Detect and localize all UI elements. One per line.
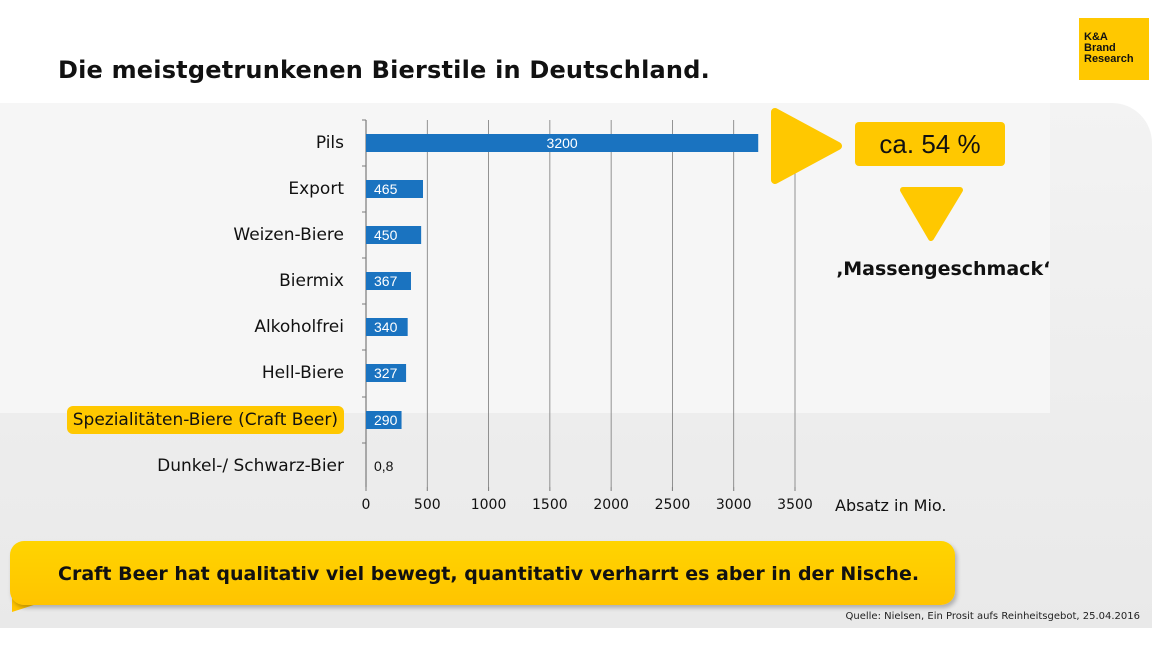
page-title: Die meistgetrunkenen Bierstile in Deutsc… — [58, 56, 710, 84]
bar-6 — [366, 411, 402, 429]
category-label: Alkoholfrei — [254, 317, 344, 337]
category-label: Weizen-Biere — [233, 225, 344, 245]
bar-data-label: 3200 — [547, 135, 578, 151]
arrow-right-icon — [771, 108, 842, 184]
conclusion-banner: Craft Beer hat qualitativ viel bewegt, q… — [10, 541, 955, 605]
logo-line-2: Brand — [1084, 42, 1116, 54]
bar-1 — [366, 180, 423, 198]
category-label: Spezialitäten-Biere (Craft Beer) — [66, 406, 344, 434]
banner-text: Craft Beer hat qualitativ viel bewegt, q… — [58, 563, 920, 585]
x-tick-label: 1500 — [532, 497, 568, 513]
bar-3 — [366, 272, 411, 290]
bar-2 — [366, 226, 422, 244]
source-note: Quelle: Nielsen, Ein Prosit aufs Reinhei… — [845, 611, 1140, 622]
bar-data-label: 327 — [374, 365, 398, 381]
x-tick-label: 2500 — [654, 497, 691, 513]
category-label: Dunkel-/ Schwarz-Bier — [157, 456, 344, 476]
bar-data-label: 340 — [374, 319, 398, 335]
bar-data-label: 367 — [374, 273, 398, 289]
category-label: Hell-Biere — [261, 363, 344, 383]
share-callout-badge: ca. 54 % — [855, 122, 1005, 166]
x-tick-label: 1000 — [470, 497, 507, 513]
x-tick-label: 500 — [413, 497, 441, 513]
x-tick-label: 2000 — [593, 497, 629, 513]
brand-logo: K&A Brand Research — [1079, 18, 1149, 80]
category-label: Export — [288, 179, 344, 199]
mass-taste-callout: ‚Massengeschmack‘ — [836, 258, 1051, 280]
category-label: Pils — [315, 133, 344, 153]
x-tick-label: 3000 — [715, 497, 752, 513]
bar-0 — [366, 134, 759, 152]
bar-data-label: 450 — [374, 227, 398, 243]
x-tick-label: 3500 — [777, 497, 813, 513]
bar-data-label: 0,8 — [374, 458, 394, 474]
bar-data-label: 465 — [374, 181, 398, 197]
bar-4 — [366, 318, 408, 336]
category-label: Biermix — [279, 271, 344, 291]
x-axis-title: Absatz in Mio. — [835, 496, 947, 515]
x-tick-label: 0 — [361, 497, 371, 513]
arrow-down-icon — [900, 187, 963, 241]
bar-5 — [366, 364, 407, 382]
bar-data-label: 290 — [374, 412, 398, 428]
logo-line-3: Research — [1084, 53, 1134, 65]
logo-line-1: K&A — [1084, 31, 1108, 43]
